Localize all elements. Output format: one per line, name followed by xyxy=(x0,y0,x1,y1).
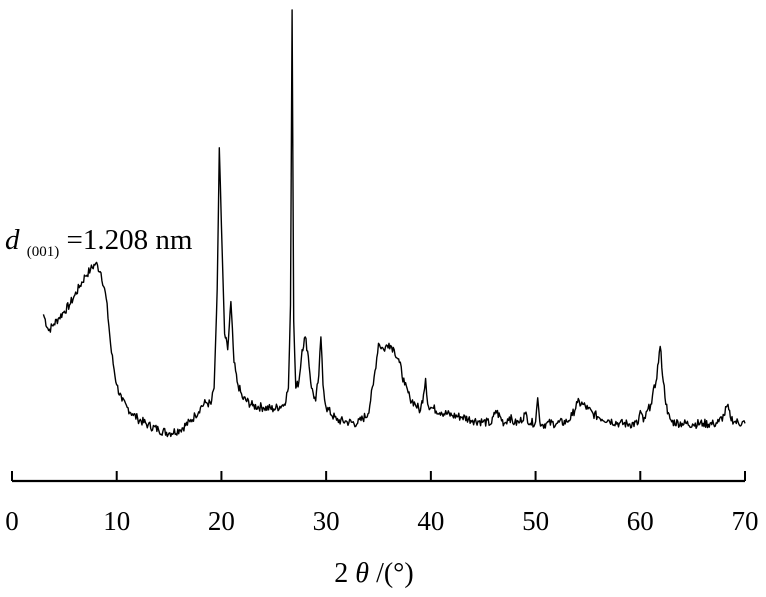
x-tick-labels: 0 10 20 30 40 50 60 70 xyxy=(5,506,758,536)
x-tick-label: 70 xyxy=(732,506,759,536)
annotation-value: =1.208 nm xyxy=(67,224,193,256)
x-axis-title: 2 θ /(°) xyxy=(334,558,413,589)
annotation-subscript: (001) xyxy=(27,244,60,260)
annotation-variable: d xyxy=(5,224,20,256)
x-tick-label: 0 xyxy=(5,506,19,536)
x-axis-ticks xyxy=(11,471,746,481)
x-tick-label: 40 xyxy=(417,506,444,536)
diffraction-pattern-line xyxy=(42,9,746,438)
x-tick-label: 20 xyxy=(208,506,235,536)
x-axis-title-theta: θ xyxy=(355,558,369,589)
x-tick-label: 30 xyxy=(313,506,340,536)
x-axis-title-unit: /(°) xyxy=(376,558,414,589)
x-tick-label: 50 xyxy=(522,506,549,536)
x-tick-label: 10 xyxy=(103,506,130,536)
d-spacing-annotation: d (001) =1.208 nm xyxy=(5,224,193,263)
x-tick-label: 60 xyxy=(627,506,654,536)
x-axis-title-prefix: 2 xyxy=(334,558,348,589)
